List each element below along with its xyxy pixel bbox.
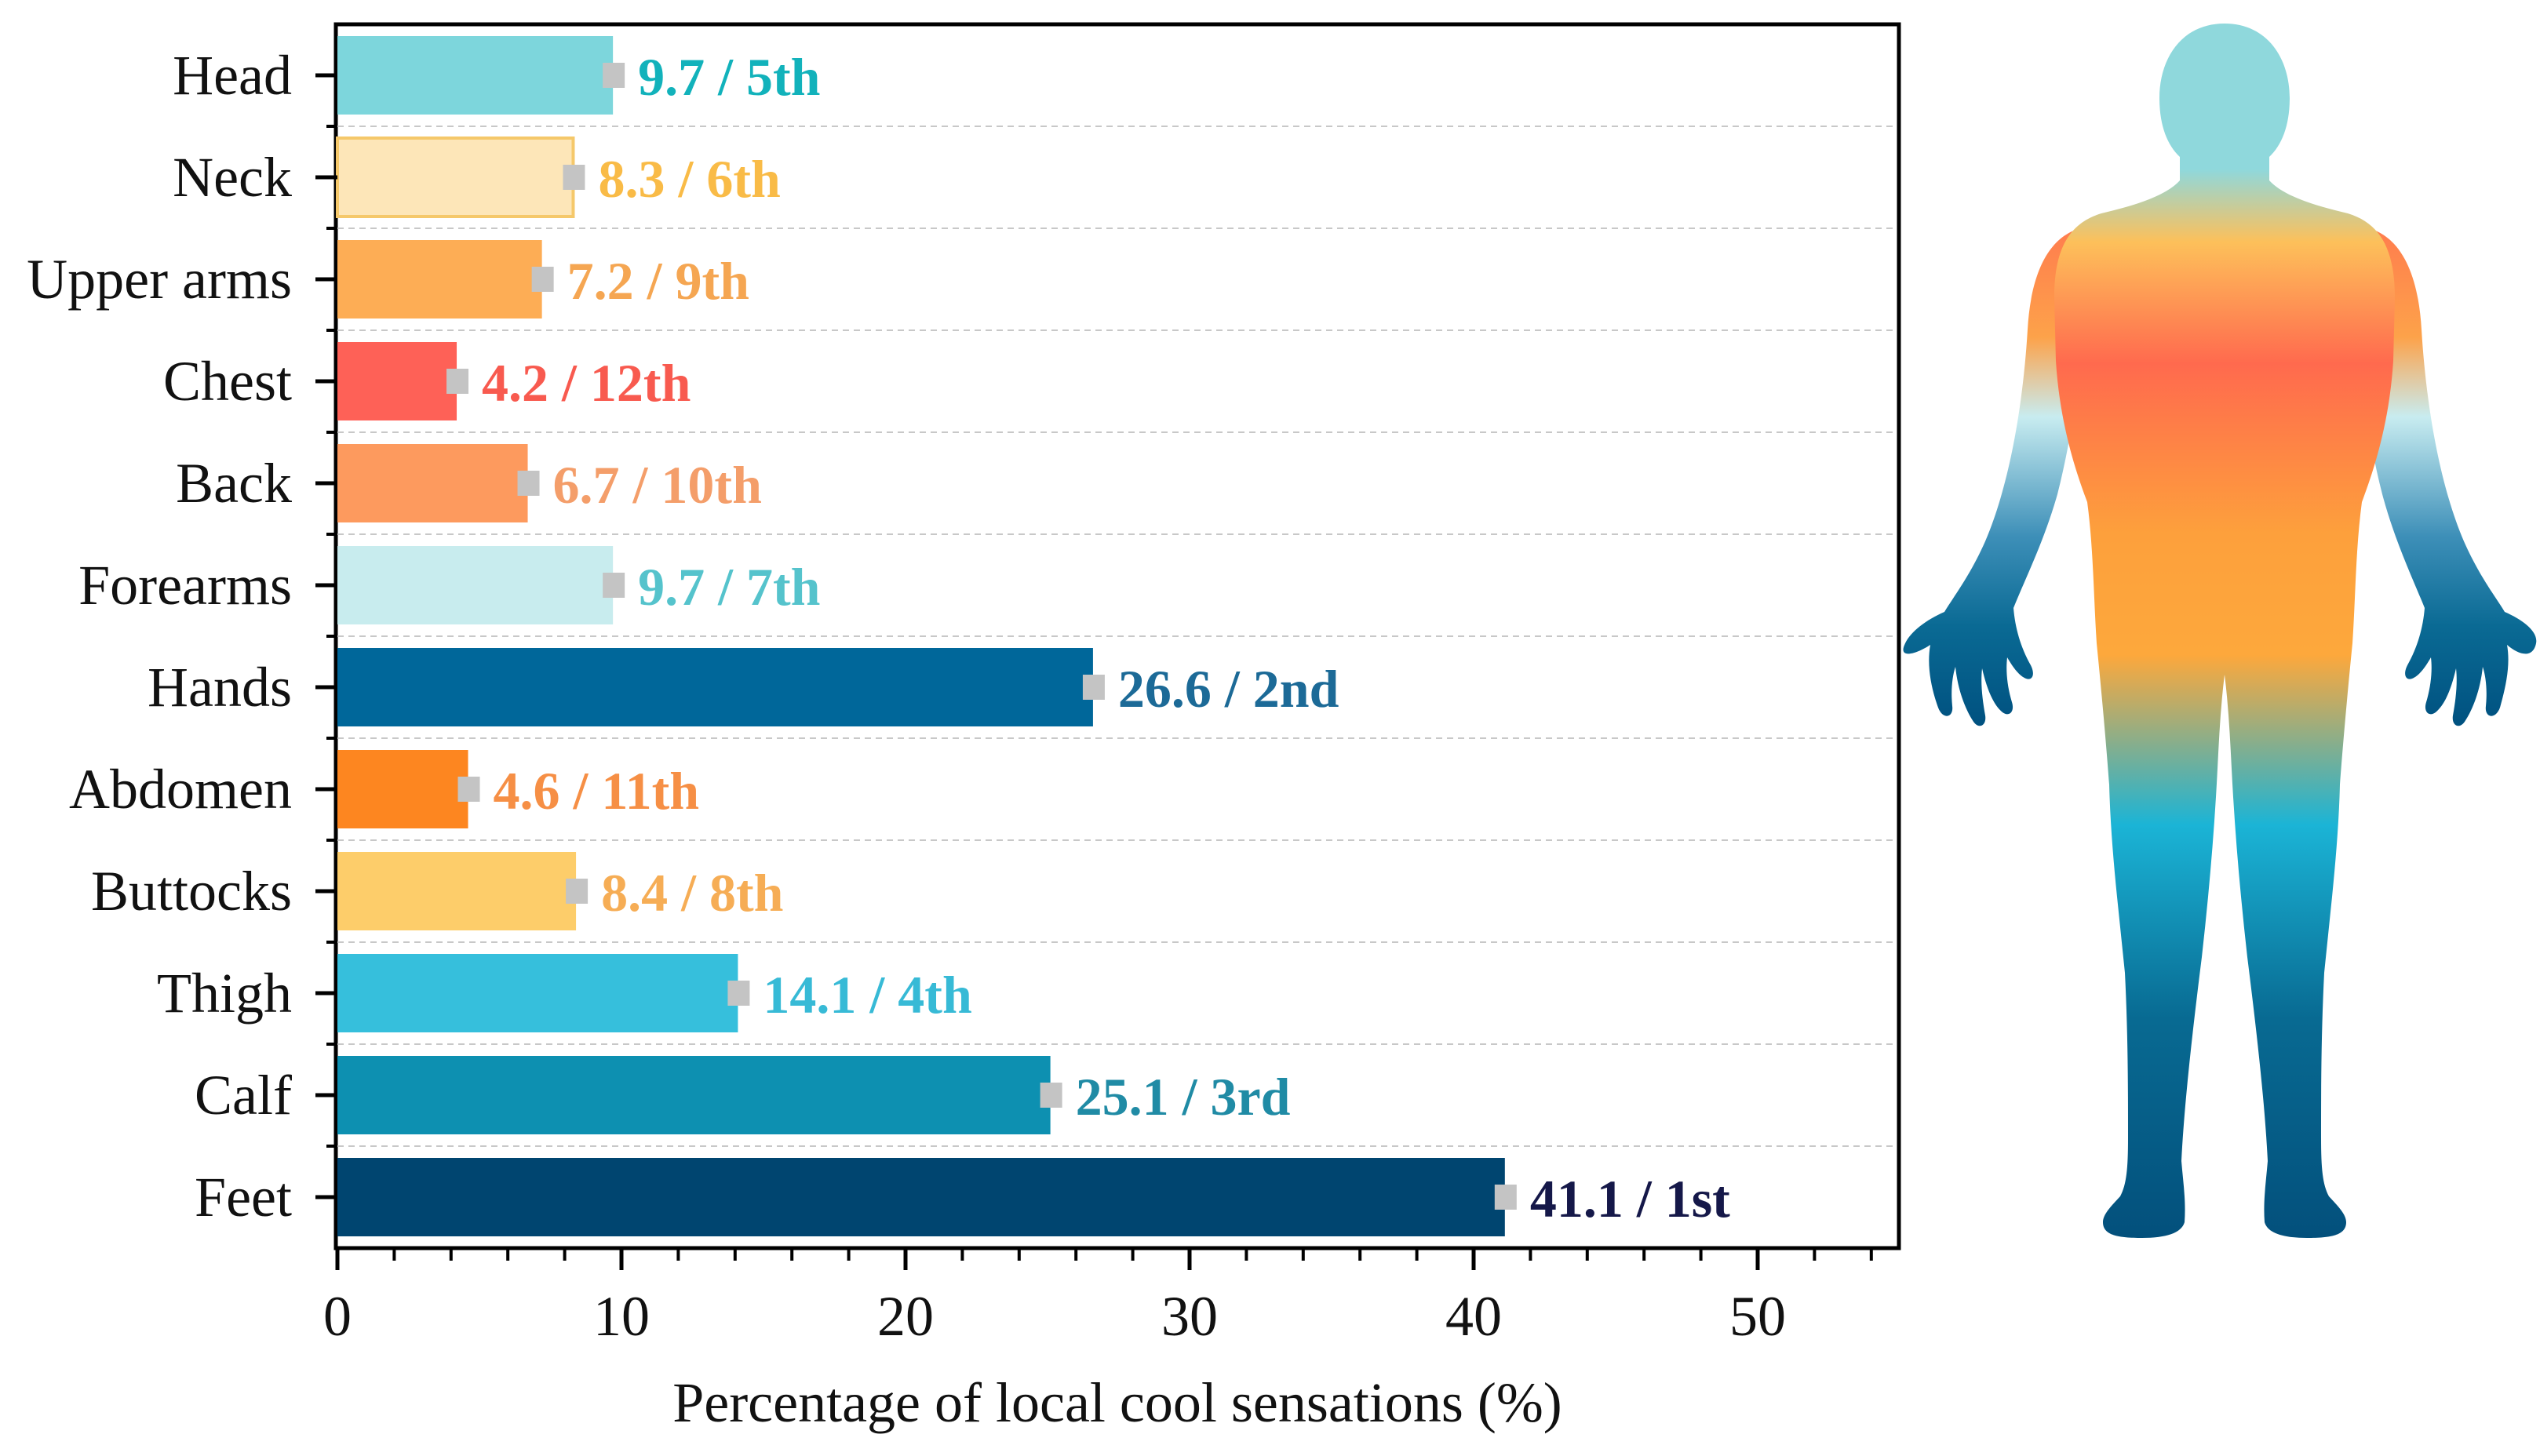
value-marker bbox=[1040, 1083, 1062, 1108]
y-tick-label: Chest bbox=[163, 350, 292, 413]
data-label: 14.1 / 4th bbox=[763, 965, 971, 1025]
data-label: 7.2 / 9th bbox=[567, 251, 749, 311]
bar-feet bbox=[337, 1158, 1505, 1236]
value-marker bbox=[566, 879, 589, 904]
data-label: 9.7 / 5th bbox=[638, 47, 820, 107]
y-axis-labels: Head Neck Upper arms Chest Back Forearms Hands… bbox=[27, 44, 292, 1228]
data-labels: 9.7 / 5th 8.3 / 6th 7.2 / 9th 4.2 / 12th 6.7… bbox=[482, 47, 1730, 1228]
body-silhouette bbox=[2054, 24, 2395, 1238]
bar-neck bbox=[336, 136, 575, 218]
bar-back bbox=[337, 444, 528, 522]
data-label: 9.7 / 7th bbox=[638, 557, 820, 617]
bar-head bbox=[337, 36, 614, 115]
y-tick-label: Hands bbox=[148, 656, 292, 719]
y-tick-label: Forearms bbox=[78, 554, 292, 617]
x-axis-title: Percentage of local cool sensations (%) bbox=[672, 1371, 1562, 1434]
left-arm bbox=[1903, 228, 2087, 726]
value-marker bbox=[563, 165, 585, 190]
bar-upper-arms bbox=[337, 240, 542, 318]
y-tick-label: Buttocks bbox=[91, 860, 292, 923]
value-marker bbox=[603, 573, 625, 598]
bar-abdomen bbox=[337, 750, 468, 828]
value-marker bbox=[727, 981, 750, 1006]
bar-hands bbox=[337, 648, 1093, 726]
axis-ticks bbox=[315, 73, 1873, 1270]
value-markers bbox=[446, 63, 1517, 1210]
value-marker bbox=[1494, 1185, 1517, 1210]
x-tick-label: 30 bbox=[1161, 1285, 1218, 1348]
y-tick-label: Head bbox=[173, 44, 292, 107]
gridlines bbox=[337, 126, 1897, 1147]
value-marker bbox=[603, 63, 625, 88]
value-marker bbox=[457, 777, 480, 802]
data-label: 25.1 / 3rd bbox=[1076, 1067, 1291, 1127]
x-axis-tick-labels: 0 10 20 30 40 50 bbox=[323, 1285, 1786, 1348]
data-label: 26.6 / 2nd bbox=[1118, 659, 1339, 719]
value-marker bbox=[1082, 675, 1105, 700]
value-marker bbox=[517, 471, 540, 496]
data-label: 4.6 / 11th bbox=[494, 761, 700, 821]
y-tick-label: Abdomen bbox=[69, 758, 292, 821]
bar-forearms bbox=[337, 546, 614, 624]
y-tick-label: Thigh bbox=[157, 962, 292, 1025]
data-label: 8.3 / 6th bbox=[598, 149, 780, 209]
data-label: 6.7 / 10th bbox=[553, 455, 762, 515]
y-tick-label: Neck bbox=[173, 146, 292, 209]
data-label: 41.1 / 1st bbox=[1530, 1169, 1730, 1228]
value-marker bbox=[446, 369, 469, 394]
y-tick-label: Upper arms bbox=[27, 248, 292, 311]
x-tick-label: 20 bbox=[877, 1285, 934, 1348]
bar-buttocks bbox=[337, 852, 577, 930]
bar-chest bbox=[337, 342, 457, 420]
bar-calf bbox=[337, 1056, 1051, 1134]
x-tick-label: 10 bbox=[593, 1285, 650, 1348]
bar-thigh bbox=[337, 954, 738, 1032]
y-tick-label: Feet bbox=[195, 1166, 292, 1228]
right-arm bbox=[2354, 228, 2537, 726]
x-tick-label: 40 bbox=[1445, 1285, 1502, 1348]
x-tick-label: 0 bbox=[323, 1285, 352, 1348]
bars bbox=[336, 36, 1505, 1236]
human-body-illustration bbox=[1903, 24, 2537, 1238]
data-label: 8.4 / 8th bbox=[601, 863, 783, 923]
y-tick-label: Calf bbox=[195, 1064, 292, 1127]
x-tick-label: 50 bbox=[1729, 1285, 1786, 1348]
data-label: 4.2 / 12th bbox=[482, 353, 691, 413]
y-tick-label: Back bbox=[176, 452, 292, 515]
value-marker bbox=[531, 267, 554, 292]
